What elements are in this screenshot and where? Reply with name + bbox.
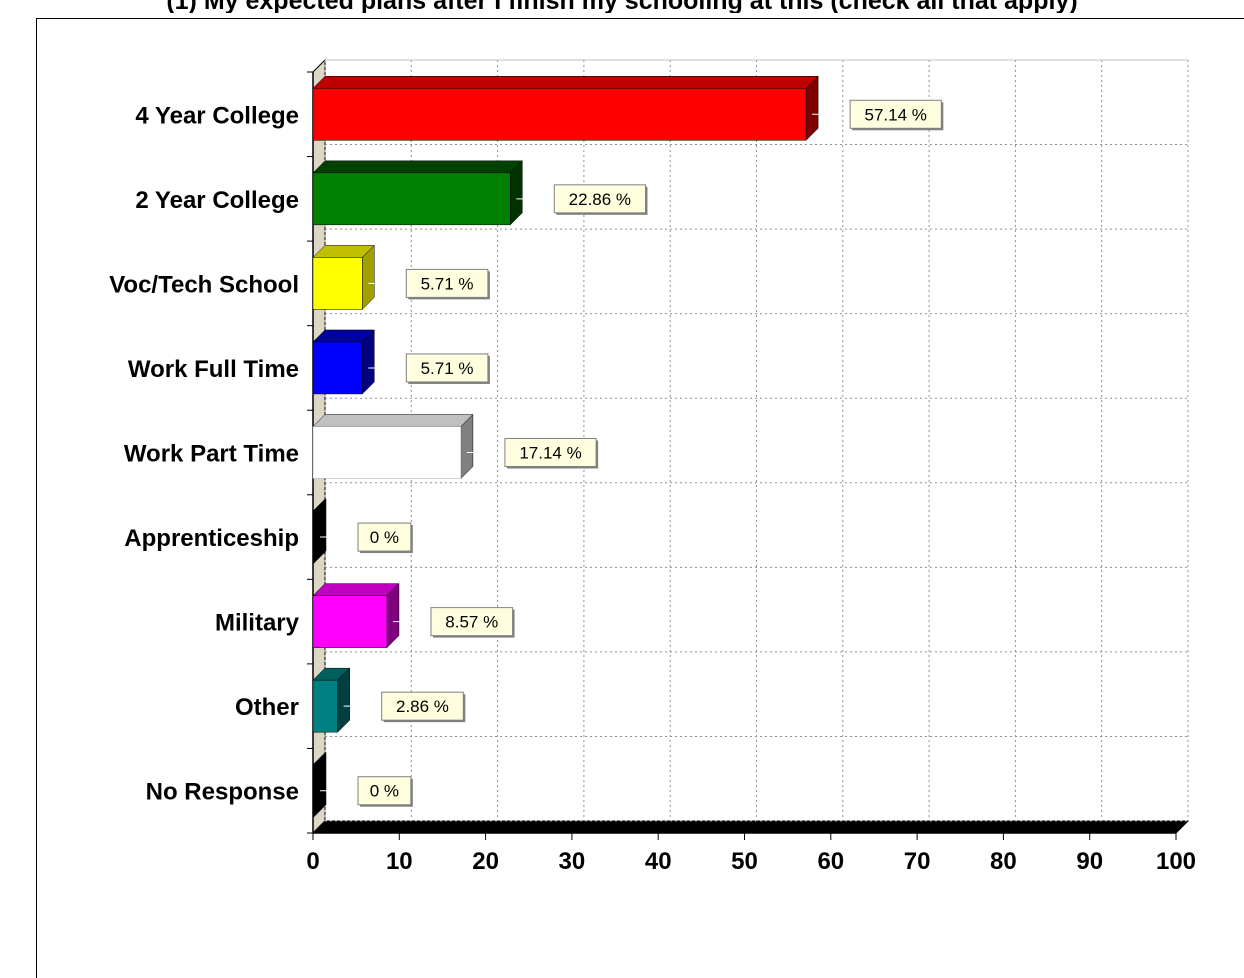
data-label-box [357,522,412,552]
x-tick-labels: 0 10 20 30 40 50 60 70 80 90 100 [306,848,1196,875]
data-label-text: 22.86 % [569,190,631,209]
category-label: No Response [146,779,299,806]
x-tick-label: 60 [817,848,844,875]
bar-top [312,160,523,174]
data-label-text: 2.86 % [396,697,449,716]
data-label: 5.71 % [368,353,490,384]
data-label-text: 5.71 % [421,274,474,293]
category-label: Military [215,610,300,637]
data-label-box [405,268,489,298]
data-labels: 57.14 % 22.86 % 5.71 % 5.71 % 17.14 % 0 % 8.57… [320,99,944,807]
bar-face [312,595,388,648]
bar-face [312,257,363,310]
bar-face [312,510,315,564]
data-label-box [381,691,464,721]
x-tick-label: 0 [306,848,319,875]
bar [312,498,327,564]
chart-title: (1) My expected plans after I finish my … [0,0,1244,13]
data-label-box [553,184,646,214]
data-label: 5.71 % [368,268,490,300]
data-label-box [849,99,942,129]
data-label: 8.57 % [392,607,515,638]
data-label-text: 8.57 % [445,613,498,632]
category-label: Apprenticeship [124,525,299,552]
category-label: 2 Year College [135,187,299,214]
data-label-text: 0 % [370,528,399,547]
bar-top [312,583,400,596]
bar-top [312,76,819,89]
bar [312,329,375,395]
bar-face [312,679,338,733]
data-label-text: 57.14 % [865,105,927,124]
category-label: Work Part Time [124,441,299,468]
category-label: 4 Year College [135,102,299,129]
data-label-text: 5.71 % [421,359,474,378]
data-label: 57.14 % [812,99,944,131]
x-tick-label: 30 [559,848,586,875]
bar [312,244,375,310]
data-label: 22.86 % [516,184,648,215]
data-label: 0 % [320,522,413,554]
x-tick-label: 20 [472,848,499,875]
x-tick-label: 40 [645,848,672,875]
x-tick-label: 10 [386,848,413,875]
bar-face [312,764,315,817]
bar [312,667,351,733]
category-label: Other [235,694,299,721]
data-label-box [504,438,597,467]
x-tick-label: 90 [1076,848,1103,875]
chart-frame [36,18,1244,978]
bars [312,75,819,818]
x-tick-label: 80 [990,848,1017,875]
bar-face [312,341,363,395]
bar-face [312,88,807,141]
category-label: Work Full Time [128,356,299,383]
category-label: Voc/Tech School [109,271,299,298]
bar-face [312,172,511,226]
bar [312,75,819,141]
x-tick-label: 50 [731,848,758,875]
x-tick-label: 70 [904,848,931,875]
data-label-box [357,776,412,806]
data-label: 0 % [320,776,413,807]
data-label-text: 0 % [370,782,399,801]
bar-face [312,426,462,479]
data-label-box [405,353,489,383]
data-label-box [430,607,514,637]
bar-chart: 57.14 % 22.86 % 5.71 % 5.71 % 17.14 % 0 % 8.57… [109,58,1196,875]
bar [312,160,523,226]
data-label: 17.14 % [466,438,599,469]
x-tick-label: 100 [1156,848,1196,875]
bar [312,752,327,818]
bar-top [312,414,474,427]
bar [312,583,400,649]
floor [311,820,1190,834]
data-label-text: 17.14 % [519,444,581,463]
bar [312,413,474,480]
category-labels: 4 Year College 2 Year College Voc/Tech Sch… [109,102,299,805]
data-label: 2.86 % [343,691,466,723]
